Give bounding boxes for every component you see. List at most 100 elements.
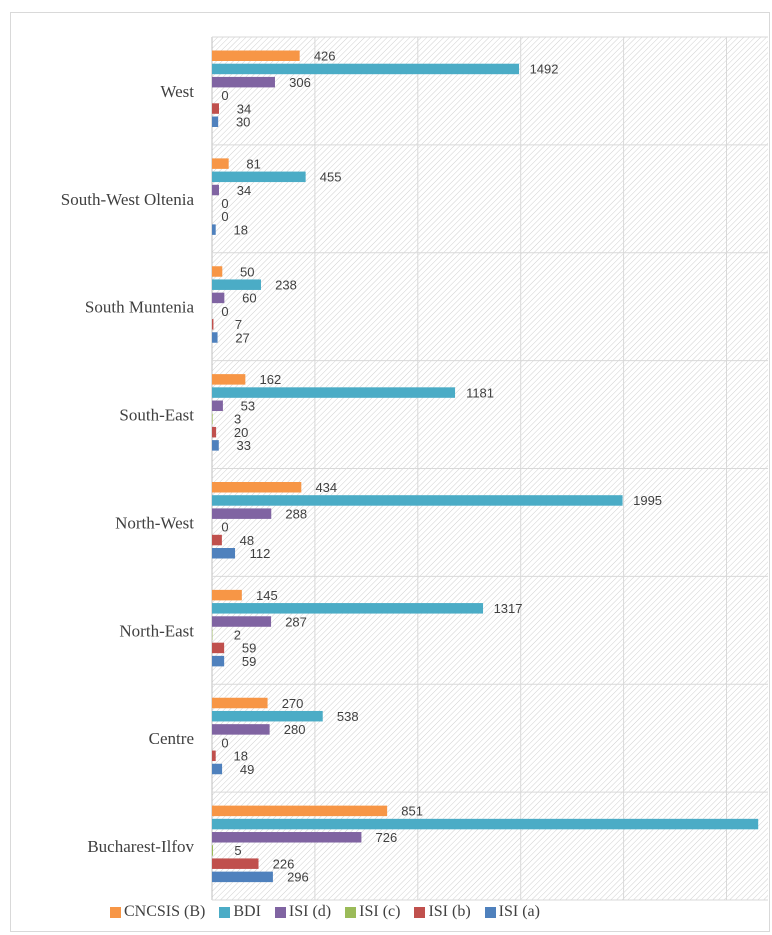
data-label: 49: [240, 762, 254, 777]
data-label: 162: [259, 372, 281, 387]
data-label: 2: [234, 627, 241, 642]
bar: [212, 858, 259, 869]
data-label: 851: [401, 804, 423, 819]
bar: [212, 76, 275, 88]
bar: [212, 332, 218, 343]
data-label: 0: [221, 209, 228, 224]
legend-swatch: [345, 906, 357, 918]
legend-item: CNCSIS (B): [110, 903, 205, 921]
legend-label: ISI (c): [359, 903, 401, 920]
bar: [212, 387, 456, 398]
data-label: 18: [233, 222, 247, 237]
bar: [212, 224, 216, 235]
bar: [212, 845, 214, 856]
bar: [212, 50, 300, 61]
data-label: 270: [282, 696, 304, 711]
data-label: 306: [289, 75, 311, 90]
bar: [212, 589, 242, 601]
data-label: 0: [221, 88, 228, 103]
category-label: Centre: [149, 729, 194, 748]
data-label: 0: [221, 304, 228, 319]
bar: [212, 508, 272, 519]
data-label: 434: [315, 480, 337, 495]
category-label: West: [160, 82, 194, 101]
data-label: 538: [337, 709, 359, 724]
legend-item: ISI (a): [484, 903, 540, 921]
bar: [212, 818, 759, 830]
data-label: 112: [250, 546, 271, 561]
bars-group: 2962265726265851491802805382705959228713…: [212, 49, 759, 885]
bar: [212, 158, 229, 169]
data-label: 1181: [466, 385, 494, 400]
bar: [212, 616, 272, 627]
bar: [212, 871, 273, 883]
bar: [212, 750, 216, 762]
bar: [212, 413, 213, 425]
category-label: Bucharest-Ilfov: [87, 837, 194, 856]
data-label: 0: [221, 735, 228, 750]
bar: [212, 603, 484, 614]
bar: [212, 279, 261, 290]
legend-label: ISI (b): [428, 903, 471, 920]
bar: [212, 724, 270, 735]
data-label: 288: [285, 506, 307, 521]
bar: [212, 400, 223, 412]
data-label: 60: [242, 291, 256, 306]
data-label: 30: [236, 115, 250, 130]
data-label: 34: [237, 101, 251, 116]
bar: [212, 374, 246, 385]
bar: [212, 426, 217, 438]
legend-label: ISI (a): [498, 903, 540, 920]
data-label: 226: [273, 856, 295, 871]
data-label: 81: [246, 156, 260, 171]
bar: [212, 697, 268, 709]
bar: [212, 63, 520, 75]
data-label: 59: [242, 641, 256, 656]
data-label: 296: [287, 870, 309, 885]
bar: [212, 495, 623, 506]
data-label: 455: [320, 170, 342, 185]
legend-swatch: [274, 906, 286, 918]
data-label: 280: [284, 722, 306, 737]
data-label: 48: [240, 533, 254, 548]
legend-swatch: [484, 906, 496, 918]
category-label: South-East: [119, 406, 194, 425]
data-label: 0: [221, 196, 228, 211]
data-label: 20: [234, 425, 248, 440]
data-label: 426: [314, 49, 336, 64]
bar: [212, 440, 219, 451]
legend-swatch: [219, 906, 231, 918]
bar: [212, 184, 219, 196]
bar: [212, 534, 222, 546]
data-label: 59: [242, 654, 256, 669]
data-label: 34: [237, 183, 251, 198]
bar: [212, 832, 362, 843]
data-label: 1492: [530, 62, 559, 77]
data-label: 18: [233, 749, 247, 764]
bar: [212, 655, 225, 667]
legend-label: CNCSIS (B): [124, 903, 206, 920]
bar: [212, 710, 323, 722]
data-label: 1317: [494, 601, 523, 616]
category-label: North-West: [115, 513, 194, 532]
data-label: 145: [256, 588, 278, 603]
bar: [212, 266, 223, 277]
data-label: 1995: [633, 493, 662, 508]
data-label: 33: [237, 438, 251, 453]
legend-label: BDI: [233, 903, 261, 920]
legend-item: ISI (d): [274, 903, 332, 921]
bar: [212, 116, 219, 127]
data-label: 238: [275, 277, 297, 292]
bar: [212, 805, 388, 817]
bar: [212, 103, 219, 114]
data-label: 50: [240, 264, 254, 279]
data-label: 53: [241, 399, 255, 414]
data-label: 7: [235, 317, 242, 332]
legend-item: ISI (c): [345, 903, 400, 921]
category-label: South-West Oltenia: [61, 190, 195, 209]
legend-label: ISI (d): [288, 903, 332, 920]
data-label: 726: [376, 830, 398, 845]
bar: [212, 319, 214, 330]
bar: [212, 482, 302, 493]
